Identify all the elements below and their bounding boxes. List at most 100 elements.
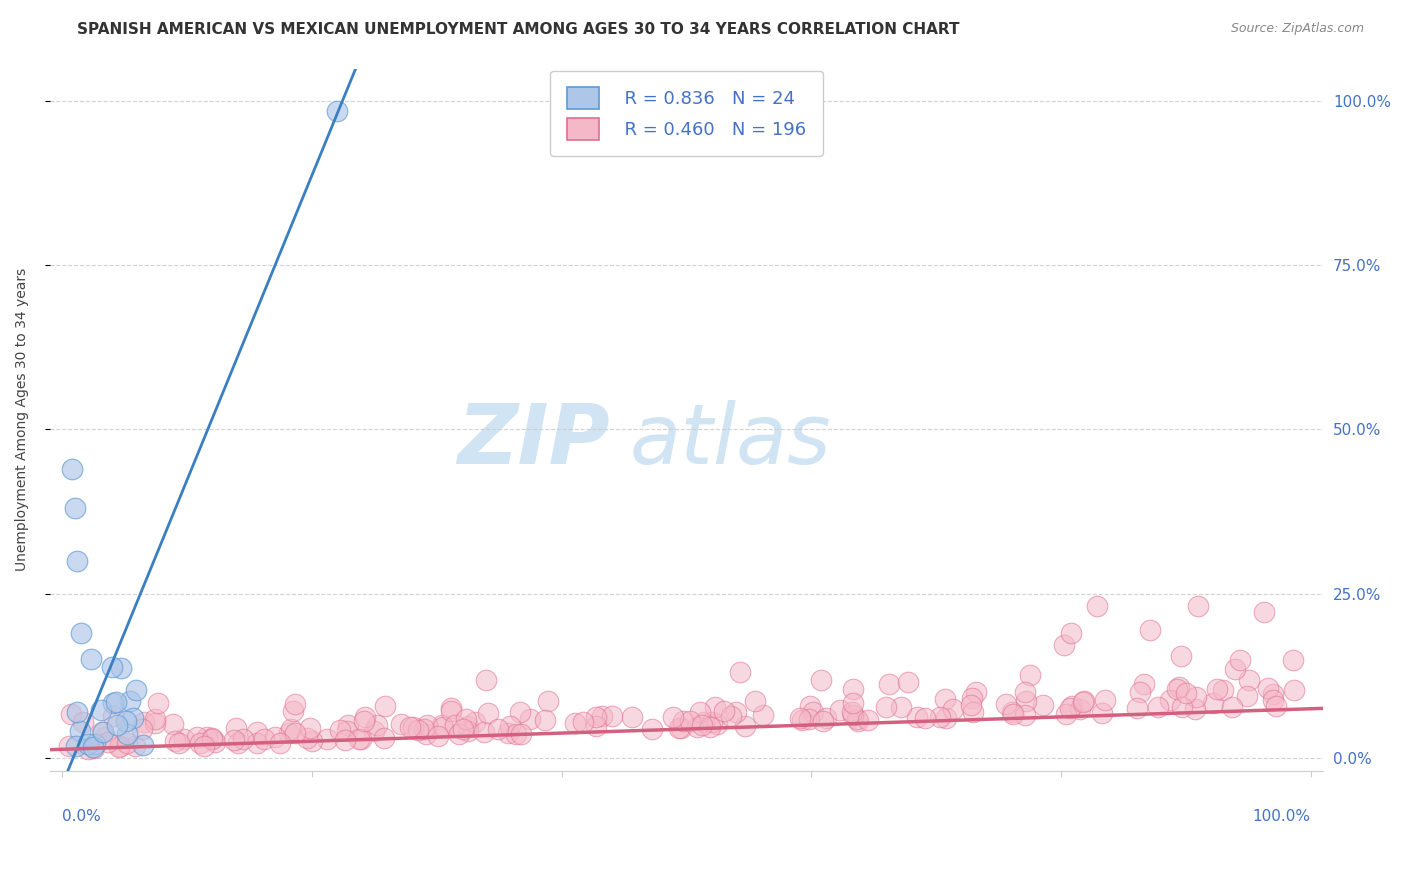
Point: [585, 719, 607, 733]
Point: [115, 727, 138, 741]
Point: [1139, 623, 1161, 637]
Point: [222, 733, 245, 747]
Point: [105, 718, 128, 732]
Point: [1073, 694, 1095, 708]
Point: [934, 692, 956, 706]
Point: [752, 707, 775, 722]
Y-axis label: Unemployment Among Ages 30 to 34 years: Unemployment Among Ages 30 to 34 years: [15, 268, 30, 571]
Point: [124, 739, 146, 754]
Point: [960, 698, 983, 713]
Point: [1019, 668, 1042, 682]
Point: [252, 731, 274, 746]
Point: [890, 700, 912, 714]
Point: [929, 710, 952, 724]
Point: [700, 714, 723, 729]
Point: [105, 695, 128, 709]
Point: [454, 713, 477, 727]
Point: [1261, 693, 1284, 707]
Point: [534, 713, 557, 727]
Point: [1229, 653, 1251, 667]
Point: [841, 696, 863, 710]
Point: [536, 693, 558, 707]
Point: [1091, 706, 1114, 720]
Point: [389, 717, 412, 731]
Point: [1126, 700, 1149, 714]
Point: [195, 731, 218, 745]
Point: [1225, 662, 1247, 676]
Point: [905, 710, 928, 724]
Point: [59, 707, 82, 722]
Point: [510, 727, 533, 741]
Point: [1264, 698, 1286, 713]
Point: [333, 732, 356, 747]
Point: [1059, 700, 1081, 714]
Point: [432, 720, 454, 734]
Point: [316, 732, 339, 747]
Point: [1001, 705, 1024, 719]
Point: [1168, 680, 1191, 694]
Point: [440, 700, 463, 714]
Legend:   R = 0.836   N = 24,   R = 0.460   N = 196: R = 0.836 N = 24, R = 0.460 N = 196: [550, 70, 823, 156]
Point: [699, 720, 721, 734]
Point: [167, 736, 190, 750]
Point: [65, 705, 87, 719]
Point: [693, 714, 716, 729]
Point: [668, 721, 690, 735]
Point: [132, 714, 155, 729]
Point: [402, 720, 425, 734]
Point: [1171, 700, 1194, 714]
Point: [350, 732, 373, 747]
Point: [430, 717, 453, 731]
Point: [1053, 638, 1076, 652]
Point: [201, 731, 224, 745]
Point: [353, 710, 375, 724]
Point: [443, 718, 465, 732]
Point: [962, 705, 984, 719]
Point: [585, 709, 607, 723]
Point: [1132, 677, 1154, 691]
Point: [706, 717, 728, 731]
Point: [329, 723, 352, 737]
Point: [118, 693, 141, 707]
Point: [415, 727, 437, 741]
Point: [162, 717, 184, 731]
Point: [110, 661, 132, 675]
Point: [284, 697, 307, 711]
Point: [110, 739, 132, 753]
Point: [1253, 605, 1275, 619]
Point: [1146, 699, 1168, 714]
Text: 0.0%: 0.0%: [62, 809, 101, 824]
Point: [301, 733, 323, 747]
Point: [373, 731, 395, 745]
Point: [1205, 681, 1227, 696]
Point: [1257, 681, 1279, 695]
Point: [281, 705, 304, 719]
Point: [90, 725, 112, 739]
Point: [416, 718, 439, 732]
Point: [284, 726, 307, 740]
Point: [1015, 694, 1038, 708]
Point: [72, 715, 94, 730]
Point: [1184, 702, 1206, 716]
Point: [620, 710, 643, 724]
Point: [1094, 693, 1116, 707]
Point: [457, 724, 479, 739]
Point: [90, 703, 112, 717]
Point: [114, 714, 136, 728]
Point: [1085, 599, 1108, 614]
Point: [720, 709, 742, 723]
Point: [148, 697, 170, 711]
Point: [94, 730, 117, 744]
Point: [591, 709, 613, 723]
Point: [1014, 685, 1036, 699]
Point: [519, 712, 541, 726]
Point: [132, 738, 155, 752]
Point: [347, 732, 370, 747]
Point: [188, 735, 211, 749]
Text: Source: ZipAtlas.com: Source: ZipAtlas.com: [1230, 22, 1364, 36]
Point: [505, 727, 527, 741]
Point: [1187, 599, 1209, 614]
Point: [193, 739, 215, 753]
Point: [914, 711, 936, 725]
Point: [744, 694, 766, 708]
